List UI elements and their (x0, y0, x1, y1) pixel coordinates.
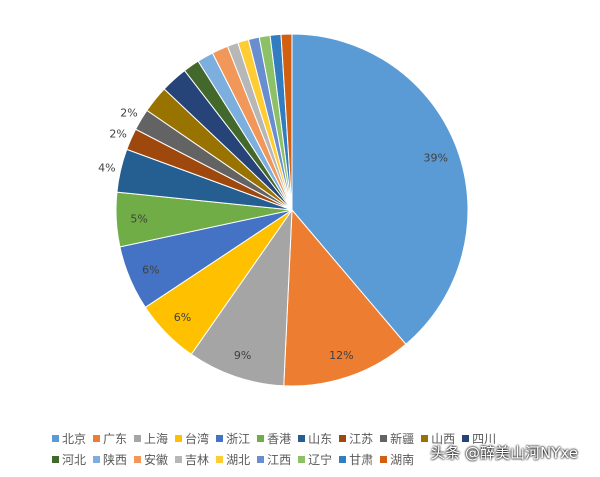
legend-label: 山东 (308, 432, 333, 446)
legend-label: 上海 (144, 432, 169, 446)
legend-item-安徽: 安徽 (134, 451, 168, 468)
legend-swatch (93, 456, 101, 463)
legend-swatch (216, 456, 224, 463)
data-label-香港: 5% (130, 212, 147, 225)
legend-swatch (216, 435, 224, 442)
legend-item-台湾: 台湾 (175, 430, 209, 447)
legend-item-江西: 江西 (257, 451, 291, 468)
data-label-上海: 9% (234, 349, 251, 362)
legend-item-上海: 上海 (134, 430, 168, 447)
legend-swatch (462, 435, 470, 442)
legend-swatch (257, 456, 265, 463)
legend-swatch (134, 456, 142, 463)
legend-swatch (52, 435, 59, 442)
legend-swatch (175, 435, 183, 442)
legend-item-广东: 广东 (93, 430, 127, 447)
data-label-江苏: 2% (109, 128, 126, 141)
legend-item-甘肃: 甘肃 (339, 451, 373, 468)
legend-item-河北: 河北 (52, 451, 86, 468)
legend-swatch (380, 435, 388, 442)
legend-swatch (380, 456, 388, 463)
legend-item-湖南: 湖南 (380, 451, 414, 468)
legend-label: 北京 (62, 432, 87, 446)
legend-label: 辽宁 (308, 453, 333, 467)
legend-item-四川: 四川 (462, 430, 496, 447)
legend-label: 甘肃 (349, 453, 374, 467)
legend-item-辽宁: 辽宁 (298, 451, 332, 468)
legend-item-香港: 香港 (257, 430, 291, 447)
legend-swatch (52, 456, 59, 463)
legend-label: 新疆 (390, 432, 415, 446)
legend-swatch (298, 435, 306, 442)
legend-label: 江西 (267, 453, 292, 467)
legend-label: 台湾 (185, 432, 210, 446)
legend-item-浙江: 浙江 (216, 430, 250, 447)
legend-item-江苏: 江苏 (339, 430, 373, 447)
legend-item-北京: 北京 (52, 430, 86, 447)
legend-item-山东: 山东 (298, 430, 332, 447)
data-label-广东: 12% (329, 349, 353, 362)
watermark: 头条 @醉美山河NYxe (430, 444, 578, 462)
legend-row: 北京 广东 上海 台湾 浙江 香港 山东 江苏 新疆 山西 四川 (52, 428, 572, 449)
legend-item-吉林: 吉林 (175, 451, 209, 468)
pie-slice-湖南 (280, 33, 293, 211)
legend-label: 山西 (431, 432, 456, 446)
legend-row: 河北 陕西 安徽 吉林 湖北 江西 辽宁 甘肃 湖南 (52, 449, 572, 470)
legend-item-陕西: 陕西 (93, 451, 127, 468)
legend-label: 四川 (472, 432, 497, 446)
pie-slice-上海 (190, 208, 293, 387)
legend-swatch (93, 435, 101, 442)
legend-label: 河北 (62, 453, 87, 467)
legend-label: 陕西 (103, 453, 128, 467)
data-label-浙江: 6% (142, 263, 159, 276)
legend-label: 湖北 (226, 453, 251, 467)
legend-label: 浙江 (226, 432, 251, 446)
legend-item-山西: 山西 (421, 430, 455, 447)
legend-swatch (339, 435, 347, 442)
legend-label: 湖南 (390, 453, 415, 467)
legend-item-新疆: 新疆 (380, 430, 414, 447)
legend-swatch (339, 456, 347, 463)
pie-slice-广东 (283, 208, 407, 387)
legend-label: 安徽 (144, 453, 169, 467)
data-label-山东: 4% (98, 161, 115, 174)
legend-swatch (134, 435, 142, 442)
data-label-北京: 39% (424, 151, 448, 164)
legend-label: 广东 (103, 432, 128, 446)
data-label-台湾: 6% (174, 311, 191, 324)
legend-label: 江苏 (349, 432, 374, 446)
legend-swatch (298, 456, 306, 463)
legend-swatch (175, 456, 183, 463)
legend-label: 吉林 (185, 453, 210, 467)
legend-swatch (257, 435, 265, 442)
pie-slice-北京 (291, 33, 469, 345)
legend: 北京 广东 上海 台湾 浙江 香港 山东 江苏 新疆 山西 四川 河北 陕西 安徽 吉林 湖北 江西 辽宁 甘肃 湖… (52, 428, 572, 470)
legend-label: 香港 (267, 432, 292, 446)
legend-item-湖北: 湖北 (216, 451, 250, 468)
data-label-新疆: 2% (120, 106, 137, 119)
legend-swatch (421, 435, 429, 442)
